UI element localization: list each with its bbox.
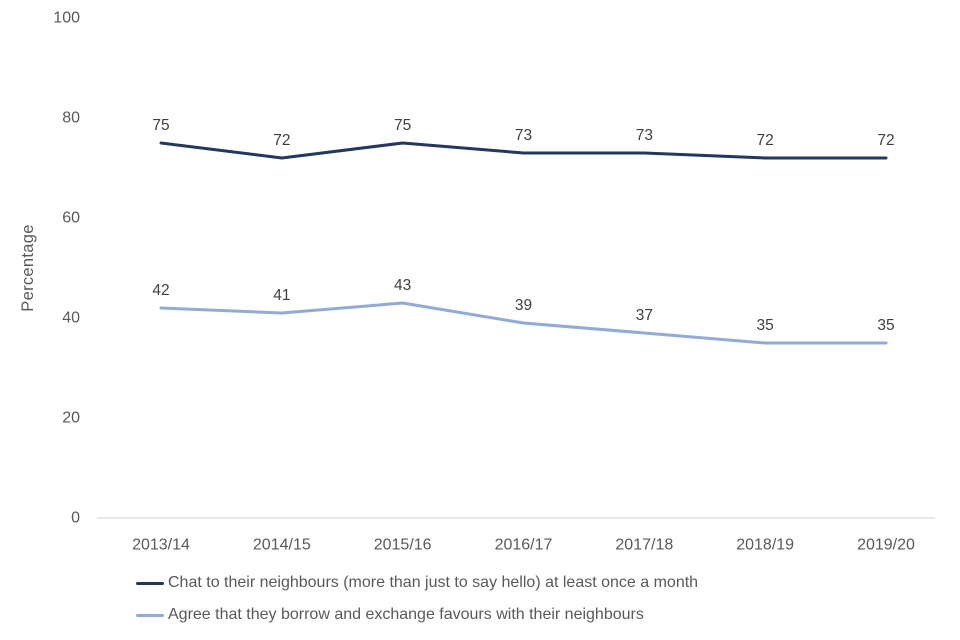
data-label: 72	[273, 132, 290, 149]
x-axis-label: 2014/15	[253, 537, 311, 554]
legend-line-swatch	[136, 581, 164, 585]
data-label: 72	[877, 132, 894, 149]
x-axis-label: 2018/19	[736, 537, 794, 554]
x-axis-label: 2019/20	[857, 537, 915, 554]
x-axis-label: 2015/16	[374, 537, 432, 554]
chart-legend: Chat to their neighbours (more than just…	[136, 567, 698, 631]
data-label: 35	[757, 317, 774, 334]
data-label: 41	[273, 287, 290, 304]
data-label: 35	[877, 317, 894, 334]
data-label: 73	[636, 127, 653, 144]
y-axis-title: Percentage	[19, 224, 37, 311]
data-label: 37	[636, 307, 653, 324]
legend-label: Chat to their neighbours (more than just…	[168, 574, 699, 591]
legend-item-0: Chat to their neighbours (more than just…	[136, 567, 698, 599]
x-axis-label: 2017/18	[615, 537, 673, 554]
data-label: 75	[394, 117, 411, 134]
legend-label: Agree that they borrow and exchange favo…	[168, 606, 644, 623]
y-axis-tick-label: 80	[62, 110, 80, 127]
data-label: 73	[515, 127, 532, 144]
series-line-1	[159, 301, 888, 345]
y-axis-tick-label: 20	[62, 410, 80, 427]
series-lines	[159, 141, 888, 345]
y-axis-tick-labels: 0 20 40 60 80 100	[53, 10, 80, 527]
data-labels: 75 72 75 73 73 72 72 42 41 43 39 37 35 35	[152, 117, 894, 334]
data-label: 75	[152, 117, 169, 134]
legend-line-swatch	[136, 613, 164, 617]
legend-item-1: Agree that they borrow and exchange favo…	[136, 599, 698, 631]
y-axis-tick-label: 100	[53, 10, 80, 27]
y-axis-tick-label: 0	[71, 510, 80, 527]
data-label: 43	[394, 277, 411, 294]
x-axis-label: 2016/17	[495, 537, 553, 554]
series-line-0	[159, 141, 888, 160]
x-axis-label: 2013/14	[132, 537, 190, 554]
data-label: 42	[152, 282, 169, 299]
y-axis-tick-label: 60	[62, 210, 80, 227]
y-axis-tick-label: 40	[62, 310, 80, 327]
data-label: 72	[757, 132, 774, 149]
data-label: 39	[515, 297, 532, 314]
x-axis-labels: 2013/14 2014/15 2015/16 2016/17 2017/18 2018/…	[132, 537, 915, 554]
